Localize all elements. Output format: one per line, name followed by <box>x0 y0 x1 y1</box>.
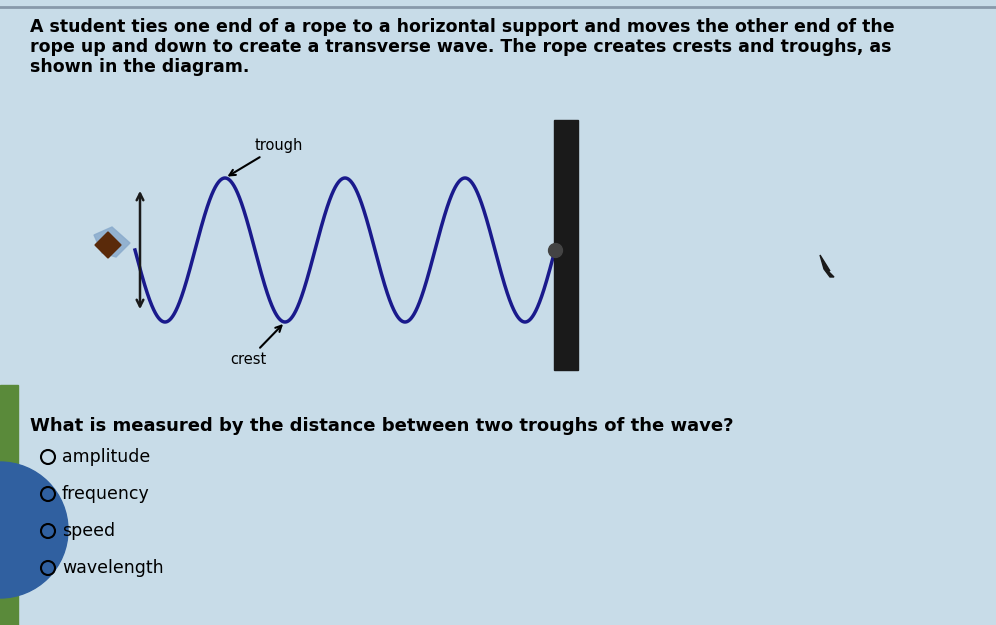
Bar <box>0 385 18 625</box>
Text: rope up and down to create a transverse wave. The rope creates crests and trough: rope up and down to create a transverse … <box>30 38 891 56</box>
Text: wavelength: wavelength <box>62 559 163 577</box>
Text: amplitude: amplitude <box>62 448 150 466</box>
Text: crest: crest <box>230 326 282 367</box>
Polygon shape <box>820 255 834 277</box>
Text: trough: trough <box>229 138 304 176</box>
Text: A student ties one end of a rope to a horizontal support and moves the other end: A student ties one end of a rope to a ho… <box>30 18 894 36</box>
Circle shape <box>0 462 68 598</box>
Bar <box>554 120 578 370</box>
Polygon shape <box>95 232 121 258</box>
Text: speed: speed <box>62 522 116 540</box>
Text: frequency: frequency <box>62 485 149 503</box>
Polygon shape <box>94 227 130 257</box>
Text: shown in the diagram.: shown in the diagram. <box>30 58 249 76</box>
Text: What is measured by the distance between two troughs of the wave?: What is measured by the distance between… <box>30 417 733 435</box>
